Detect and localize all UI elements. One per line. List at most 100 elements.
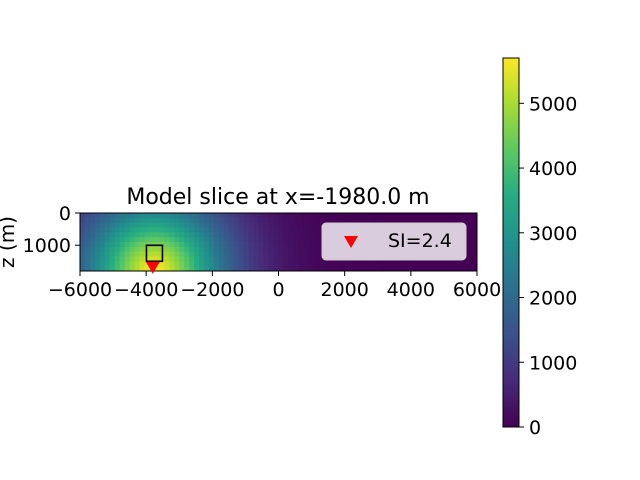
heatmap-cell xyxy=(254,213,260,218)
x-tick-label: 4000 xyxy=(387,279,435,301)
heatmap-cell xyxy=(204,232,210,237)
heatmap-cell xyxy=(373,261,379,266)
heatmap-cell xyxy=(279,232,285,237)
heatmap-cell xyxy=(279,213,285,218)
heatmap-cell xyxy=(105,228,111,233)
heatmap-cell xyxy=(288,252,294,257)
heatmap-cell xyxy=(368,261,374,266)
heatmap-cell xyxy=(288,247,294,252)
heatmap-cell xyxy=(105,257,111,262)
heatmap-cell xyxy=(244,257,250,262)
heatmap-cell xyxy=(348,218,354,223)
heatmap-cell xyxy=(427,218,433,223)
heatmap-cell xyxy=(135,237,141,242)
heatmap-cell xyxy=(298,213,304,218)
heatmap-cell xyxy=(274,237,280,242)
heatmap-cell xyxy=(412,218,418,223)
heatmap-cell xyxy=(452,213,458,218)
heatmap-cell xyxy=(219,237,225,242)
heatmap-cell xyxy=(298,252,304,257)
heatmap-cell xyxy=(249,223,255,228)
heatmap-cell xyxy=(110,237,116,242)
heatmap-cell xyxy=(105,261,111,266)
heatmap-cell xyxy=(159,232,165,237)
heatmap-cell xyxy=(298,228,304,233)
heatmap-cell xyxy=(100,257,106,262)
heatmap-cell xyxy=(229,242,235,247)
heatmap-cell xyxy=(145,218,151,223)
colorbar-tick-label: 1000 xyxy=(529,352,577,374)
heatmap-cell xyxy=(199,242,205,247)
heatmap-cell xyxy=(224,223,230,228)
heatmap-cell xyxy=(254,261,260,266)
heatmap-cell xyxy=(199,261,205,266)
heatmap-cell xyxy=(412,261,418,266)
heatmap-cell xyxy=(452,261,458,266)
heatmap-cell xyxy=(279,218,285,223)
heatmap-cell xyxy=(293,223,299,228)
heatmap-cell xyxy=(90,261,96,266)
x-tick-label: 6000 xyxy=(453,279,501,301)
heatmap-cell xyxy=(259,257,265,262)
heatmap-cell xyxy=(125,223,131,228)
heatmap-cell xyxy=(115,247,121,252)
heatmap-cell xyxy=(110,261,116,266)
heatmap-cell xyxy=(95,232,101,237)
x-tick-label: −4000 xyxy=(114,279,178,301)
heatmap-cell xyxy=(313,228,319,233)
heatmap-cell xyxy=(259,237,265,242)
heatmap-cell xyxy=(105,223,111,228)
heatmap-cell xyxy=(85,232,91,237)
heatmap-cell xyxy=(194,223,200,228)
heatmap-cell xyxy=(288,232,294,237)
heatmap-cell xyxy=(274,252,280,257)
heatmap-cell xyxy=(125,213,131,218)
heatmap-cell xyxy=(259,223,265,228)
x-axis-ticks: −6000 −4000 −2000 0 2000 4000 6000 xyxy=(48,271,501,301)
heatmap-cell xyxy=(239,247,245,252)
heatmap-cell xyxy=(244,213,250,218)
heatmap-cell xyxy=(80,237,86,242)
colorbar-tick-label: 5000 xyxy=(529,93,577,115)
heatmap-cell xyxy=(293,218,299,223)
heatmap-cell xyxy=(154,252,160,257)
heatmap-cell xyxy=(204,237,210,242)
heatmap-cell xyxy=(145,237,151,242)
heatmap-cell xyxy=(244,218,250,223)
heatmap-cell xyxy=(169,252,175,257)
heatmap-cell xyxy=(194,228,200,233)
heatmap-cell xyxy=(363,218,369,223)
heatmap-cell xyxy=(398,261,404,266)
heatmap-cell xyxy=(303,218,309,223)
heatmap-cell xyxy=(467,242,473,247)
heatmap-cell xyxy=(184,213,190,218)
heatmap-cell xyxy=(224,237,230,242)
heatmap-cell xyxy=(274,232,280,237)
heatmap-cell xyxy=(259,213,265,218)
heatmap-cell xyxy=(184,247,190,252)
heatmap-cell xyxy=(110,247,116,252)
heatmap-cell xyxy=(140,261,146,266)
heatmap-cell xyxy=(169,242,175,247)
heatmap-cell xyxy=(174,213,180,218)
heatmap-cell xyxy=(194,232,200,237)
heatmap-cell xyxy=(219,257,225,262)
heatmap-cell xyxy=(313,218,319,223)
heatmap-cell xyxy=(219,223,225,228)
heatmap-cell xyxy=(239,218,245,223)
heatmap-cell xyxy=(279,257,285,262)
heatmap-cell xyxy=(368,213,374,218)
heatmap-cell xyxy=(194,213,200,218)
heatmap-cell xyxy=(293,237,299,242)
heatmap-cell xyxy=(224,232,230,237)
heatmap-cell xyxy=(269,228,275,233)
heatmap-cell xyxy=(209,223,215,228)
heatmap-cell xyxy=(452,218,458,223)
heatmap-cell xyxy=(179,228,185,233)
heatmap-cell xyxy=(189,261,195,266)
heatmap-cell xyxy=(135,232,141,237)
colorbar-tick-label: 2000 xyxy=(529,288,577,310)
heatmap-cell xyxy=(164,237,170,242)
heatmap-cell xyxy=(373,213,379,218)
heatmap-cell xyxy=(204,223,210,228)
